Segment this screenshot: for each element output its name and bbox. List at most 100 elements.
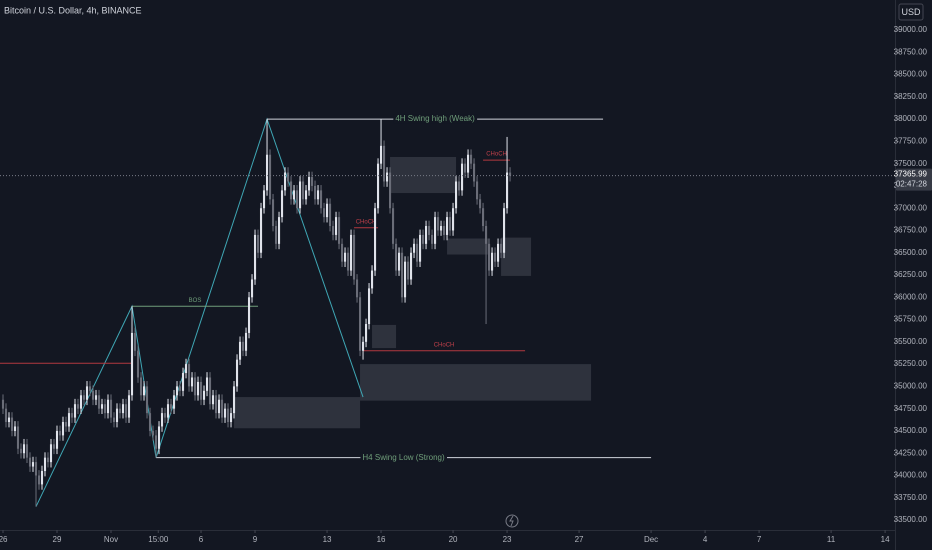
candle-body bbox=[175, 386, 179, 396]
y-tick-label: 38750.00 bbox=[894, 47, 928, 56]
candle-body bbox=[139, 377, 143, 396]
candle-body bbox=[458, 181, 461, 191]
plot: 4H Swing high (Weak) H4 Swing Low (Strong… bbox=[0, 114, 895, 507]
candle-body bbox=[223, 408, 227, 418]
candle-body bbox=[37, 475, 41, 485]
candle-body bbox=[409, 252, 413, 280]
candle-body bbox=[22, 444, 26, 454]
y-tick-label: 36500.00 bbox=[894, 248, 928, 257]
candle-body bbox=[274, 226, 278, 244]
candle-body bbox=[388, 172, 392, 209]
candle-body bbox=[461, 163, 464, 191]
candle-body bbox=[310, 177, 314, 186]
level-label: H4 Swing Low (Strong) bbox=[362, 453, 445, 462]
candle-body bbox=[193, 377, 197, 396]
candle-body bbox=[10, 417, 14, 431]
candle-body bbox=[118, 408, 122, 414]
candle-body bbox=[349, 234, 353, 271]
currency-box[interactable] bbox=[898, 3, 924, 21]
candle-body bbox=[106, 399, 110, 414]
candle-body bbox=[500, 243, 503, 253]
candle-body bbox=[343, 252, 347, 262]
candle-body bbox=[394, 243, 398, 271]
candle-body bbox=[43, 457, 47, 472]
candle-body bbox=[400, 252, 404, 298]
last-price-tag bbox=[896, 168, 932, 191]
x-tick-label: Nov bbox=[104, 535, 118, 544]
candle-body bbox=[433, 217, 437, 244]
candle-body bbox=[373, 208, 377, 271]
candle-body bbox=[196, 381, 200, 396]
candle-body bbox=[13, 426, 17, 431]
candle-body bbox=[40, 471, 44, 485]
candle-body bbox=[307, 177, 311, 191]
x-tick-label: 26 bbox=[0, 535, 8, 544]
level-label-bg bbox=[360, 452, 448, 462]
candle-body bbox=[121, 404, 125, 414]
candle-body bbox=[370, 270, 374, 289]
candle-body bbox=[509, 172, 512, 176]
candle-body bbox=[364, 324, 368, 342]
candle-body bbox=[148, 413, 152, 431]
x-tick-label: 14 bbox=[881, 535, 890, 544]
candle-body bbox=[19, 448, 23, 454]
candle-body bbox=[52, 444, 56, 449]
candle-body bbox=[208, 377, 212, 405]
candle-body bbox=[241, 341, 245, 351]
candle-body bbox=[226, 408, 230, 423]
y-tick-label: 34500.00 bbox=[894, 426, 928, 435]
level-label: CHoCH bbox=[356, 219, 377, 225]
zigzag-line bbox=[35, 117, 364, 507]
candle-body bbox=[430, 234, 434, 244]
currency[interactable]: USD bbox=[901, 7, 921, 17]
x-tick-label: 6 bbox=[199, 535, 204, 544]
candle-body bbox=[136, 350, 140, 378]
x-tick-label: 11 bbox=[827, 535, 836, 544]
candle-body bbox=[202, 390, 206, 400]
candle-body bbox=[391, 208, 395, 244]
candle-body bbox=[79, 395, 83, 409]
candle-body bbox=[289, 181, 293, 200]
candle-body bbox=[268, 154, 272, 200]
candle-body bbox=[181, 373, 185, 391]
y-tick-label: 37500.00 bbox=[894, 159, 928, 168]
candle-body bbox=[334, 217, 338, 235]
level-label: BOS bbox=[189, 298, 202, 304]
candle-body bbox=[313, 185, 317, 200]
y-tick-label: 35500.00 bbox=[894, 337, 928, 346]
candle-body bbox=[82, 395, 86, 400]
candle-body bbox=[256, 234, 260, 253]
candle-body bbox=[184, 364, 188, 374]
candle-body bbox=[331, 226, 335, 235]
candle-body bbox=[491, 252, 494, 271]
candle-body bbox=[112, 417, 116, 423]
candle-body bbox=[286, 172, 290, 182]
candle-body bbox=[442, 226, 446, 235]
y-tick-label: 33750.00 bbox=[894, 493, 928, 502]
candle-body bbox=[55, 430, 59, 449]
candle-body bbox=[58, 430, 62, 436]
candle-body bbox=[319, 190, 323, 209]
candle-body bbox=[133, 332, 137, 351]
candle-body bbox=[130, 332, 134, 396]
candle-body bbox=[64, 422, 68, 427]
x-tick-label: 9 bbox=[253, 535, 258, 544]
candle-body bbox=[283, 172, 287, 191]
candle-body bbox=[94, 395, 98, 400]
candle-body bbox=[178, 386, 182, 391]
candle-body bbox=[73, 404, 77, 418]
candle-body bbox=[31, 462, 35, 467]
x-tick-label: 13 bbox=[323, 535, 332, 544]
candle-body bbox=[238, 341, 242, 360]
candle-body bbox=[497, 243, 500, 262]
y-tick-label: 36250.00 bbox=[894, 270, 928, 279]
candle-body bbox=[445, 217, 449, 235]
candle-body bbox=[145, 386, 149, 414]
replay-icon[interactable] bbox=[505, 514, 519, 528]
candle-body bbox=[403, 261, 407, 298]
candle-body bbox=[328, 203, 332, 227]
candle-body bbox=[467, 154, 470, 173]
candle-body bbox=[304, 190, 308, 200]
x-tick-label: 15:00 bbox=[148, 535, 169, 544]
